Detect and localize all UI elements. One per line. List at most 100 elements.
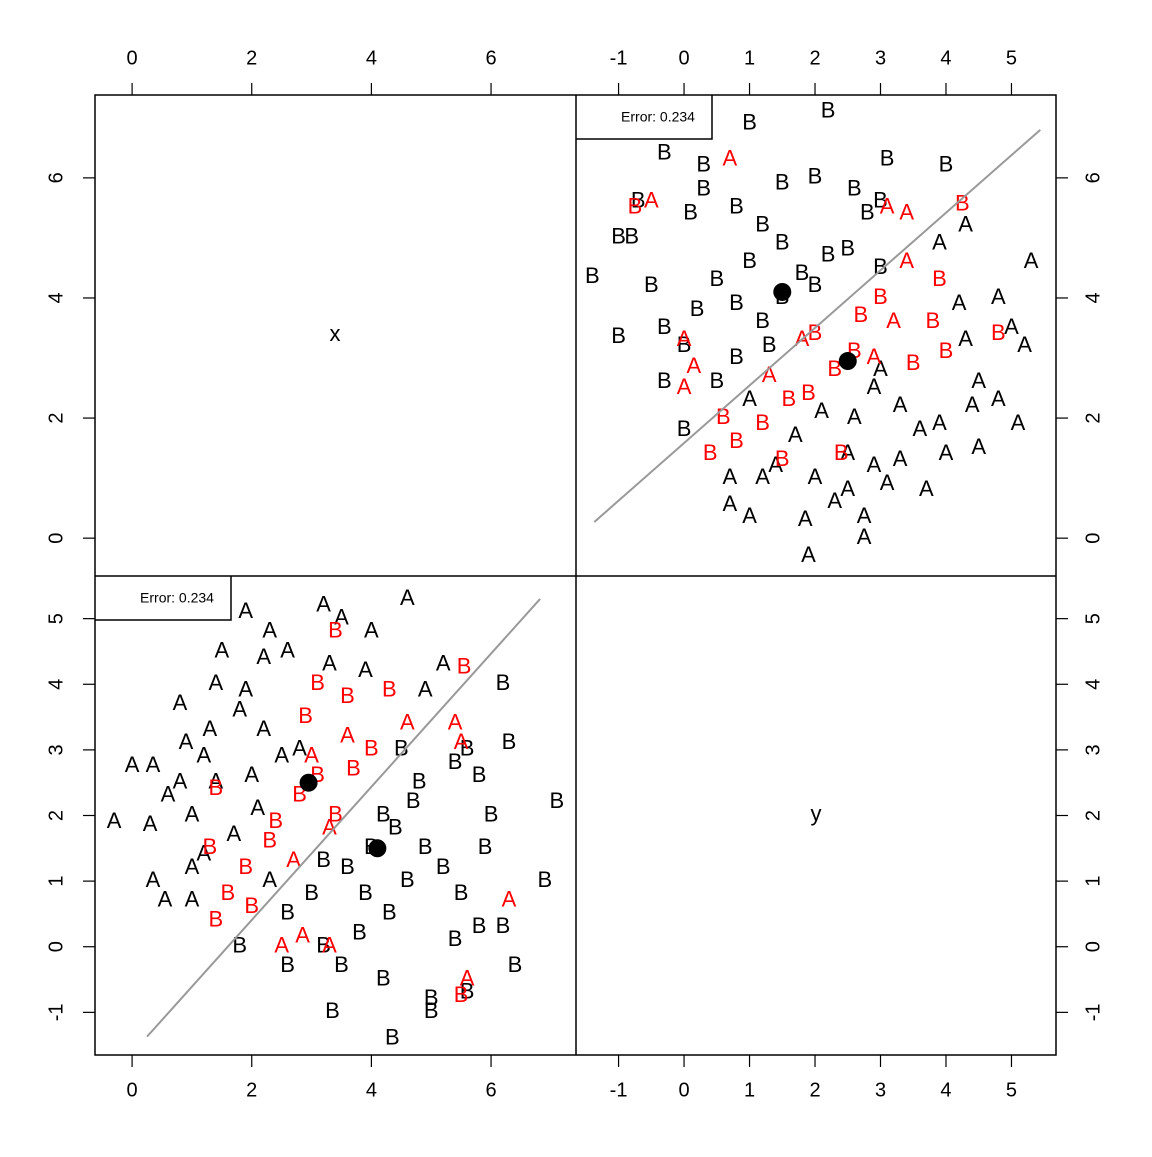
class-point: A bbox=[742, 386, 757, 411]
class-point: B bbox=[644, 272, 659, 297]
class-point: B bbox=[683, 200, 698, 225]
class-point: A bbox=[912, 416, 927, 441]
class-point: A bbox=[788, 422, 803, 447]
class-point: A bbox=[867, 374, 882, 399]
class-point: B bbox=[955, 191, 970, 216]
class-point: B bbox=[801, 380, 816, 405]
class-point: B bbox=[388, 814, 403, 839]
class-point: B bbox=[755, 410, 770, 435]
y-tick-label: 2 bbox=[45, 413, 67, 424]
class-point: B bbox=[709, 368, 724, 393]
class-point: B bbox=[496, 913, 511, 938]
x-tick-label: 0 bbox=[678, 47, 689, 69]
x-tick-label: 0 bbox=[127, 1079, 138, 1101]
class-point: A bbox=[742, 503, 757, 528]
centroid bbox=[299, 773, 318, 792]
class-point: A bbox=[274, 742, 289, 767]
class-point: B bbox=[729, 194, 744, 219]
y-tick-label: 6 bbox=[1082, 172, 1104, 183]
class-point: B bbox=[880, 146, 895, 171]
class-point: A bbox=[358, 657, 373, 682]
class-point: A bbox=[840, 440, 855, 465]
class-point: B bbox=[775, 230, 790, 255]
class-point: A bbox=[755, 464, 770, 489]
class-point: A bbox=[1004, 314, 1019, 339]
class-point: A bbox=[932, 410, 947, 435]
class-point: B bbox=[755, 308, 770, 333]
class-point: B bbox=[400, 867, 415, 892]
class-point: A bbox=[280, 637, 295, 662]
y-tick-label: 6 bbox=[45, 172, 67, 183]
y-tick-label: 4 bbox=[45, 292, 67, 303]
class-point: B bbox=[358, 880, 373, 905]
class-point: B bbox=[611, 323, 626, 348]
class-point: A bbox=[814, 398, 829, 423]
y-tick-label: 0 bbox=[1082, 941, 1104, 952]
class-point: A bbox=[400, 585, 415, 610]
y-tick-label: -1 bbox=[45, 1003, 67, 1021]
class-point: B bbox=[624, 224, 639, 249]
y-tick-label: 5 bbox=[45, 613, 67, 624]
class-point: B bbox=[932, 266, 947, 291]
class-point: A bbox=[125, 752, 140, 777]
class-point: B bbox=[508, 952, 523, 977]
class-point: A bbox=[991, 284, 1006, 309]
class-point: B bbox=[677, 416, 692, 441]
y-tick-label: 0 bbox=[45, 941, 67, 952]
class-point: B bbox=[538, 867, 553, 892]
x-tick-label: 5 bbox=[1006, 1079, 1017, 1101]
centroid bbox=[368, 839, 387, 858]
class-point: A bbox=[226, 821, 241, 846]
class-point: B bbox=[244, 893, 259, 918]
class-point: B bbox=[873, 188, 888, 213]
class-point: B bbox=[376, 801, 391, 826]
class-point: A bbox=[893, 446, 908, 471]
class-point: A bbox=[798, 506, 813, 531]
class-point: A bbox=[146, 867, 161, 892]
class-point: A bbox=[173, 769, 188, 794]
class-point: B bbox=[729, 428, 744, 453]
x-tick-label: 3 bbox=[875, 47, 886, 69]
class-point: A bbox=[677, 374, 692, 399]
class-point: A bbox=[801, 542, 816, 567]
y-tick-label: 4 bbox=[45, 679, 67, 690]
class-point: B bbox=[808, 164, 823, 189]
y-tick-label: 4 bbox=[1082, 292, 1104, 303]
class-point: B bbox=[460, 736, 475, 761]
class-point: B bbox=[808, 320, 823, 345]
centroid bbox=[773, 282, 792, 301]
class-point: B bbox=[657, 140, 672, 165]
class-point: B bbox=[232, 933, 247, 958]
class-point: B bbox=[382, 900, 397, 925]
class-point: A bbox=[857, 524, 872, 549]
class-point: A bbox=[292, 736, 307, 761]
variable-label: x bbox=[330, 321, 341, 346]
y-tick-label: 3 bbox=[1082, 744, 1104, 755]
class-point: B bbox=[696, 152, 711, 177]
error-label: Error: 0.234 bbox=[621, 109, 695, 125]
class-point: A bbox=[185, 854, 200, 879]
class-point: B bbox=[280, 952, 295, 977]
x-tick-label: 2 bbox=[809, 1079, 820, 1101]
x-tick-label: 1 bbox=[744, 1079, 755, 1101]
class-point: A bbox=[304, 742, 319, 767]
class-point: A bbox=[644, 188, 659, 213]
class-point: A bbox=[454, 729, 469, 754]
class-point: A bbox=[952, 290, 967, 315]
y-tick-label: 2 bbox=[1082, 413, 1104, 424]
class-point: A bbox=[971, 434, 986, 459]
class-point: B bbox=[808, 272, 823, 297]
class-point: A bbox=[256, 644, 271, 669]
class-point: B bbox=[412, 769, 427, 794]
class-point: A bbox=[209, 769, 224, 794]
class-point: A bbox=[1017, 332, 1032, 357]
class-point: A bbox=[143, 811, 158, 836]
class-point: A bbox=[173, 690, 188, 715]
class-point: B bbox=[821, 98, 836, 123]
class-point: A bbox=[762, 362, 777, 387]
class-point: B bbox=[385, 1024, 400, 1049]
class-point: A bbox=[232, 696, 247, 721]
class-point: B bbox=[382, 677, 397, 702]
class-point: B bbox=[418, 834, 433, 859]
